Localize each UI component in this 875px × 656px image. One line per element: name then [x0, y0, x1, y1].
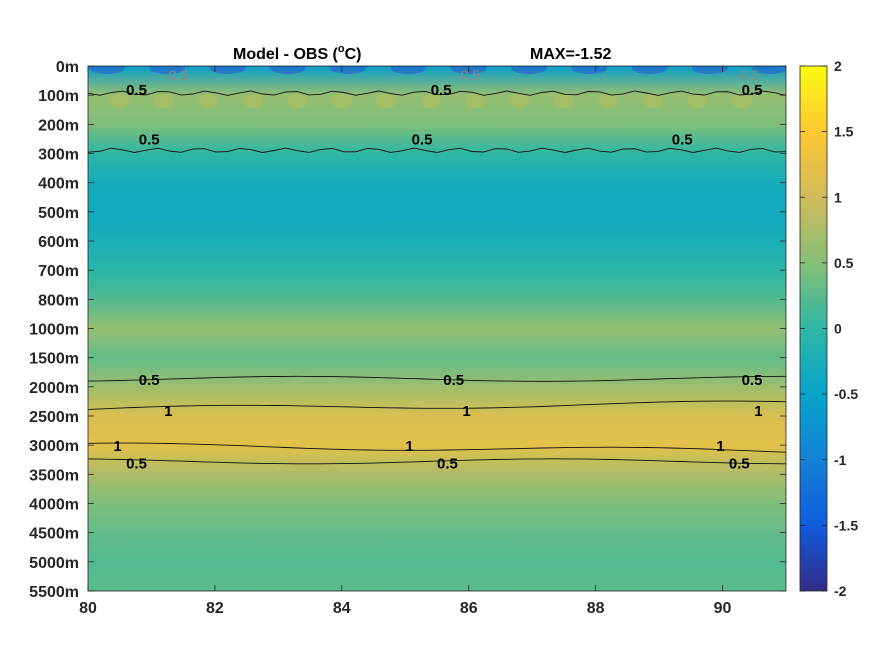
contour-line: [88, 147, 786, 153]
y-tick-label: 5000m: [29, 555, 79, 572]
colorbar-tick-label: -1.5: [834, 517, 858, 533]
subsurface-spot: [687, 94, 708, 109]
plot-area: 0.5 0.5 0.50.5 0.5 0.50.5 0.5 0.51 1 11 1 10.5 0.5 0…: [88, 66, 786, 591]
x-tick-label: 90: [714, 600, 732, 617]
contour-line: [88, 375, 786, 382]
colorbar-tick-label: 1.5: [834, 124, 854, 140]
contour-label: 1: [462, 403, 470, 420]
surface-anomaly-spots: [89, 66, 786, 109]
surface-spot: [149, 66, 186, 74]
surface-spot: [571, 66, 608, 74]
contour-label: 0.5: [126, 455, 147, 472]
surface-spot: [631, 66, 668, 74]
y-tick-label: 2500m: [29, 409, 79, 426]
subsurface-spot: [154, 94, 175, 109]
y-tick-label: 1500m: [29, 351, 79, 368]
colorbar-tick-label: -2: [834, 583, 847, 599]
contour-label: -0.5: [164, 67, 188, 83]
heatmap-field: [88, 66, 786, 591]
subsurface-spot: [331, 94, 352, 109]
contour-label: 0.5: [126, 82, 147, 99]
contour-label: 0.5: [139, 131, 160, 148]
contour-label: 0.5: [729, 455, 750, 472]
subsurface-spot: [243, 94, 263, 109]
y-tick-label: 300m: [38, 147, 79, 164]
contour-line: [88, 90, 786, 96]
subsurface-spot: [198, 94, 219, 109]
contour-lines: [88, 90, 786, 465]
y-tick-label: 500m: [38, 205, 79, 222]
y-tick-label: 2000m: [29, 380, 79, 397]
contour-label: 0.5: [443, 372, 464, 389]
x-tick-label: 86: [460, 600, 478, 617]
y-axis: 0m 100m 200m 300m 400m 500m 600m 700m 800m 1000m 1…: [29, 59, 786, 601]
contour-label: 0.5: [412, 131, 433, 148]
colorbar-ticks: 2 1.5 1 0.5 0 -0.5 -1 -1.5 -2: [800, 58, 858, 599]
contour-line: [88, 400, 786, 410]
contour-line: [88, 458, 786, 465]
colorbar-tick-label: 1: [834, 189, 842, 205]
max-label: MAX=-1.52: [530, 46, 611, 63]
contour-label: 0.5: [139, 372, 160, 389]
subsurface-spot: [731, 94, 752, 109]
y-tick-label: 5500m: [29, 584, 79, 601]
subsurface-spot: [109, 94, 130, 109]
contour-label: 1: [754, 403, 762, 420]
contour-label: -0.5: [735, 67, 759, 83]
contour-line: [88, 442, 786, 453]
x-tick-label: 80: [79, 600, 97, 617]
contour-label: 0.5: [431, 82, 452, 99]
colorbar-tick-label: 0: [834, 321, 842, 337]
subsurface-spot: [287, 94, 308, 109]
surface-spot: [390, 66, 427, 74]
x-axis: 80 82 84 86 88 90: [79, 66, 732, 617]
colorbar: 2 1.5 1 0.5 0 -0.5 -1 -1.5 -2: [799, 58, 858, 599]
subsurface-spot: [420, 94, 441, 109]
surface-spot: [511, 66, 547, 74]
contour-labels: 0.5 0.5 0.50.5 0.5 0.50.5 0.5 0.51 1 11 1 10.5 0.5 0…: [113, 67, 763, 472]
surface-spot: [691, 66, 728, 74]
x-tick-label: 88: [587, 600, 605, 617]
y-tick-label: 700m: [38, 263, 79, 280]
subsurface-spot: [465, 94, 486, 109]
y-tick-label: 800m: [38, 292, 79, 309]
contour-label: 1: [164, 403, 172, 420]
y-tick-label: 3000m: [29, 438, 79, 455]
contour-label: 1: [405, 438, 413, 455]
colorbar-tick-label: -1: [834, 452, 847, 468]
x-tick-label: 84: [333, 600, 351, 617]
subsurface-spot: [642, 94, 663, 109]
subsurface-spot: [553, 94, 574, 109]
surface-spot: [330, 66, 367, 74]
contour-label: 0.5: [742, 372, 763, 389]
contour-label: 1: [113, 438, 121, 455]
subsurface-spot: [376, 94, 397, 109]
y-tick-label: 1000m: [29, 322, 79, 339]
contour-label: -0.5: [456, 67, 480, 83]
colorbar-tick-label: 2: [834, 58, 842, 74]
surface-spot: [89, 66, 125, 74]
contour-label: 0.5: [672, 131, 693, 148]
y-tick-label: 400m: [38, 176, 79, 193]
subsurface-spot: [509, 94, 530, 109]
y-tick-label: 200m: [38, 117, 79, 134]
subsurface-spot: [598, 94, 619, 109]
surface-spot: [209, 66, 246, 74]
surface-spot: [269, 66, 306, 74]
y-tick-label: 4000m: [29, 497, 79, 514]
chart-title: Model - OBS (oC): [233, 43, 362, 63]
contour-label: 1: [716, 438, 724, 455]
colorbar-tick-label: 0.5: [834, 255, 854, 271]
contour-label: 0.5: [742, 82, 763, 99]
y-tick-label: 100m: [38, 88, 79, 105]
y-tick-label: 4500m: [29, 526, 79, 543]
x-tick-label: 82: [206, 600, 224, 617]
y-tick-label: 600m: [38, 234, 79, 251]
surface-spot: [752, 66, 786, 74]
colorbar-tick-label: -0.5: [834, 386, 858, 402]
y-tick-label: 3500m: [29, 467, 79, 484]
contour-label: 0.5: [437, 455, 458, 472]
y-tick-label: 0m: [56, 59, 79, 76]
